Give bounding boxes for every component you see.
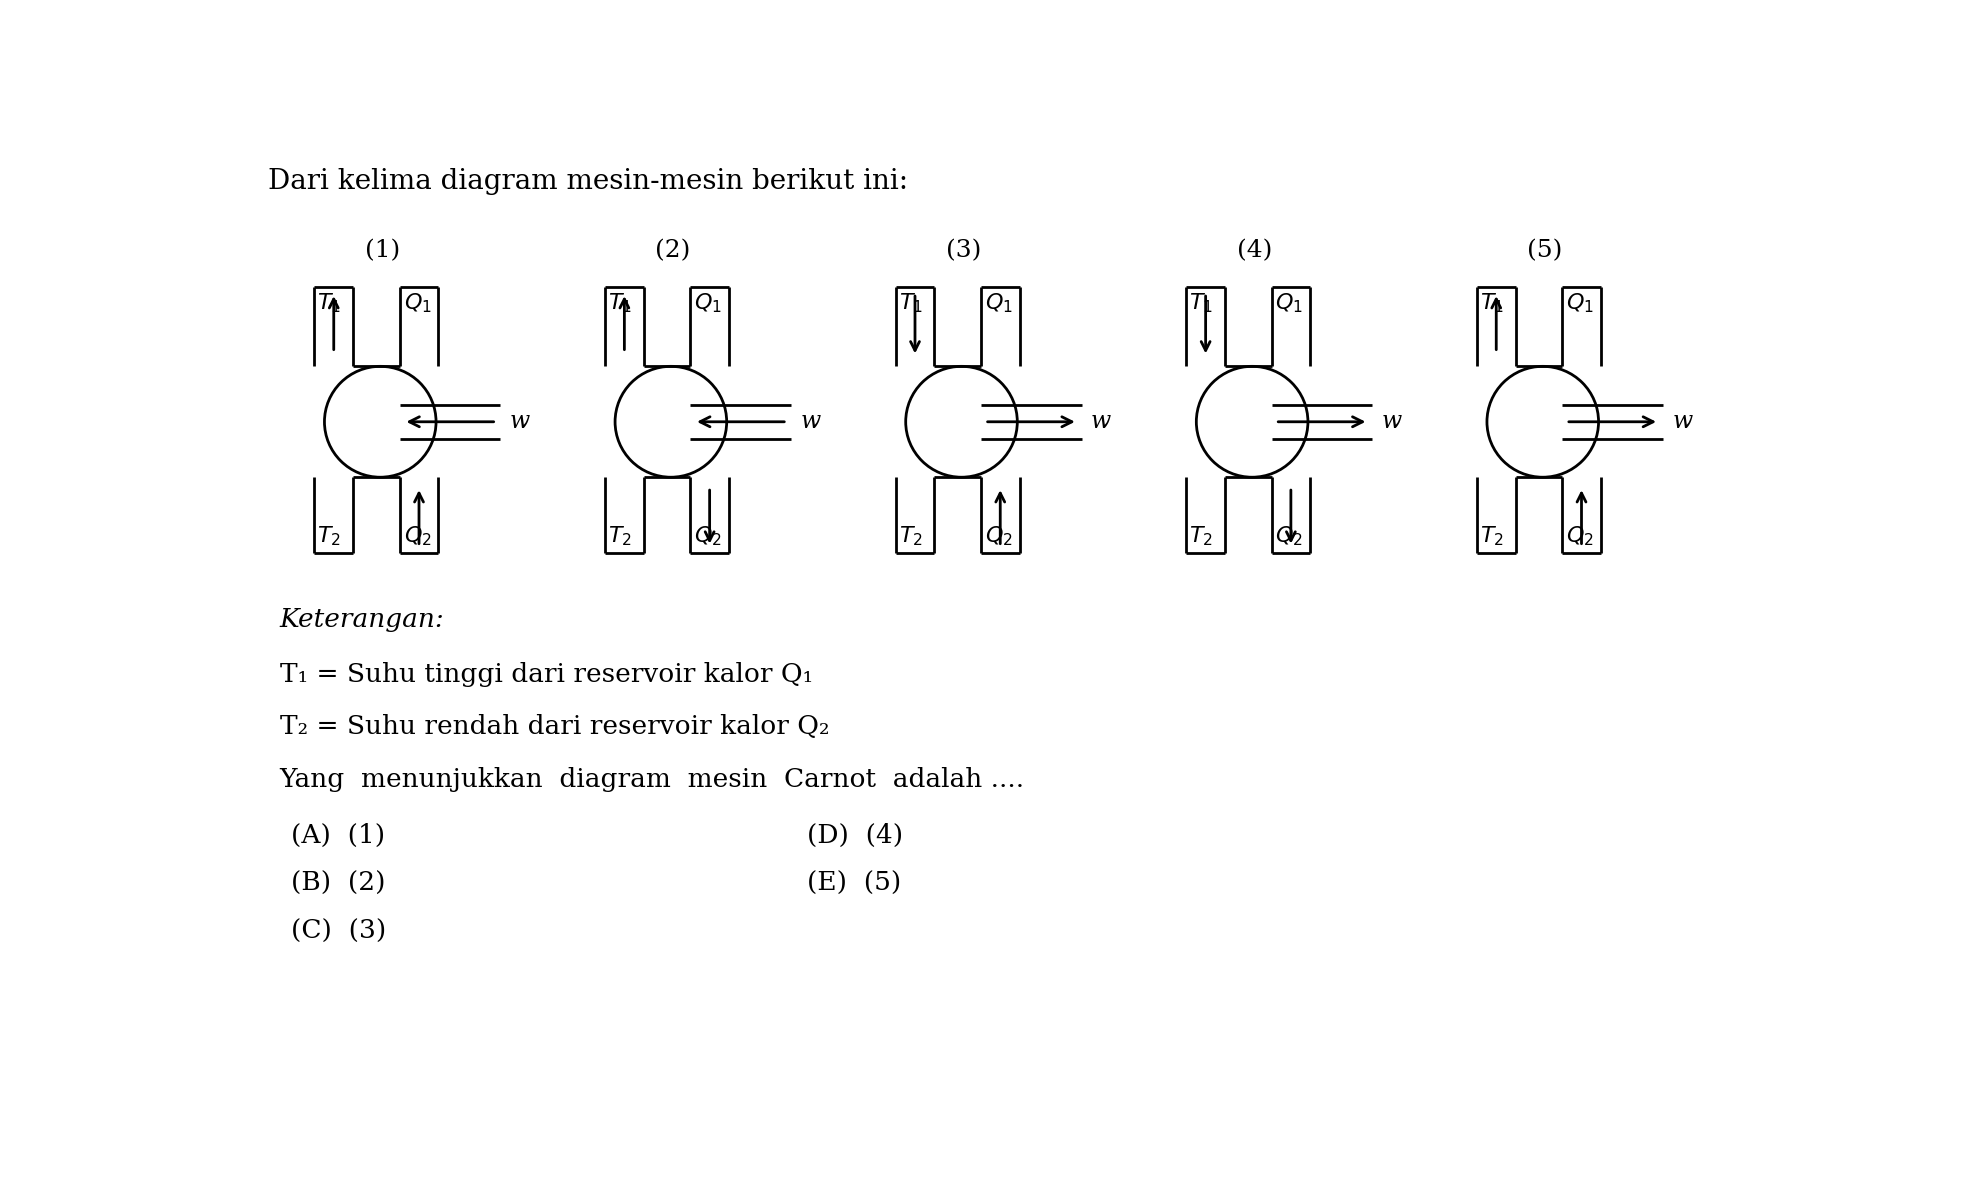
Text: $Q_1$: $Q_1$ bbox=[1276, 292, 1304, 315]
Text: (D)  (4): (D) (4) bbox=[807, 822, 903, 848]
Text: (1): (1) bbox=[364, 240, 400, 262]
Text: w: w bbox=[1091, 410, 1111, 433]
Text: Yang  menunjukkan  diagram  mesin  Carnot  adalah ....: Yang menunjukkan diagram mesin Carnot ad… bbox=[280, 766, 1024, 791]
Text: $T_2$: $T_2$ bbox=[318, 524, 342, 548]
Text: $T_1$: $T_1$ bbox=[899, 292, 922, 315]
Text: $Q_2$: $Q_2$ bbox=[404, 524, 431, 548]
Text: $Q_1$: $Q_1$ bbox=[984, 292, 1012, 315]
Text: $Q_2$: $Q_2$ bbox=[1276, 524, 1304, 548]
Text: $Q_2$: $Q_2$ bbox=[1567, 524, 1594, 548]
Text: (B)  (2): (B) (2) bbox=[290, 870, 386, 895]
Text: $Q_2$: $Q_2$ bbox=[694, 524, 722, 548]
Text: (4): (4) bbox=[1237, 240, 1272, 262]
Text: $T_1$: $T_1$ bbox=[608, 292, 632, 315]
Text: $T_2$: $T_2$ bbox=[1189, 524, 1213, 548]
Text: w: w bbox=[1382, 410, 1402, 433]
Text: $Q_1$: $Q_1$ bbox=[694, 292, 722, 315]
Text: $T_2$: $T_2$ bbox=[1479, 524, 1503, 548]
Text: T₁ = Suhu tinggi dari reservoir kalor Q₁: T₁ = Suhu tinggi dari reservoir kalor Q₁ bbox=[280, 662, 813, 687]
Text: $Q_1$: $Q_1$ bbox=[1567, 292, 1594, 315]
Text: w: w bbox=[801, 410, 821, 433]
Text: $T_1$: $T_1$ bbox=[318, 292, 342, 315]
Text: $T_2$: $T_2$ bbox=[608, 524, 632, 548]
Text: (3): (3) bbox=[946, 240, 982, 262]
Text: T₂ = Suhu rendah dari reservoir kalor Q₂: T₂ = Suhu rendah dari reservoir kalor Q₂ bbox=[280, 714, 829, 739]
Text: $Q_2$: $Q_2$ bbox=[984, 524, 1012, 548]
Text: $T_1$: $T_1$ bbox=[1479, 292, 1505, 315]
Text: w: w bbox=[1672, 410, 1692, 433]
Text: $Q_1$: $Q_1$ bbox=[404, 292, 431, 315]
Text: $T_2$: $T_2$ bbox=[899, 524, 922, 548]
Text: (2): (2) bbox=[656, 240, 690, 262]
Text: Keterangan:: Keterangan: bbox=[280, 607, 443, 632]
Text: $T_1$: $T_1$ bbox=[1189, 292, 1213, 315]
Text: Dari kelima diagram mesin-mesin berikut ini:: Dari kelima diagram mesin-mesin berikut … bbox=[268, 168, 909, 194]
Text: (5): (5) bbox=[1527, 240, 1563, 262]
Text: (C)  (3): (C) (3) bbox=[290, 918, 386, 943]
Text: w: w bbox=[509, 410, 531, 433]
Text: (A)  (1): (A) (1) bbox=[290, 822, 386, 848]
Text: (E)  (5): (E) (5) bbox=[807, 870, 901, 895]
